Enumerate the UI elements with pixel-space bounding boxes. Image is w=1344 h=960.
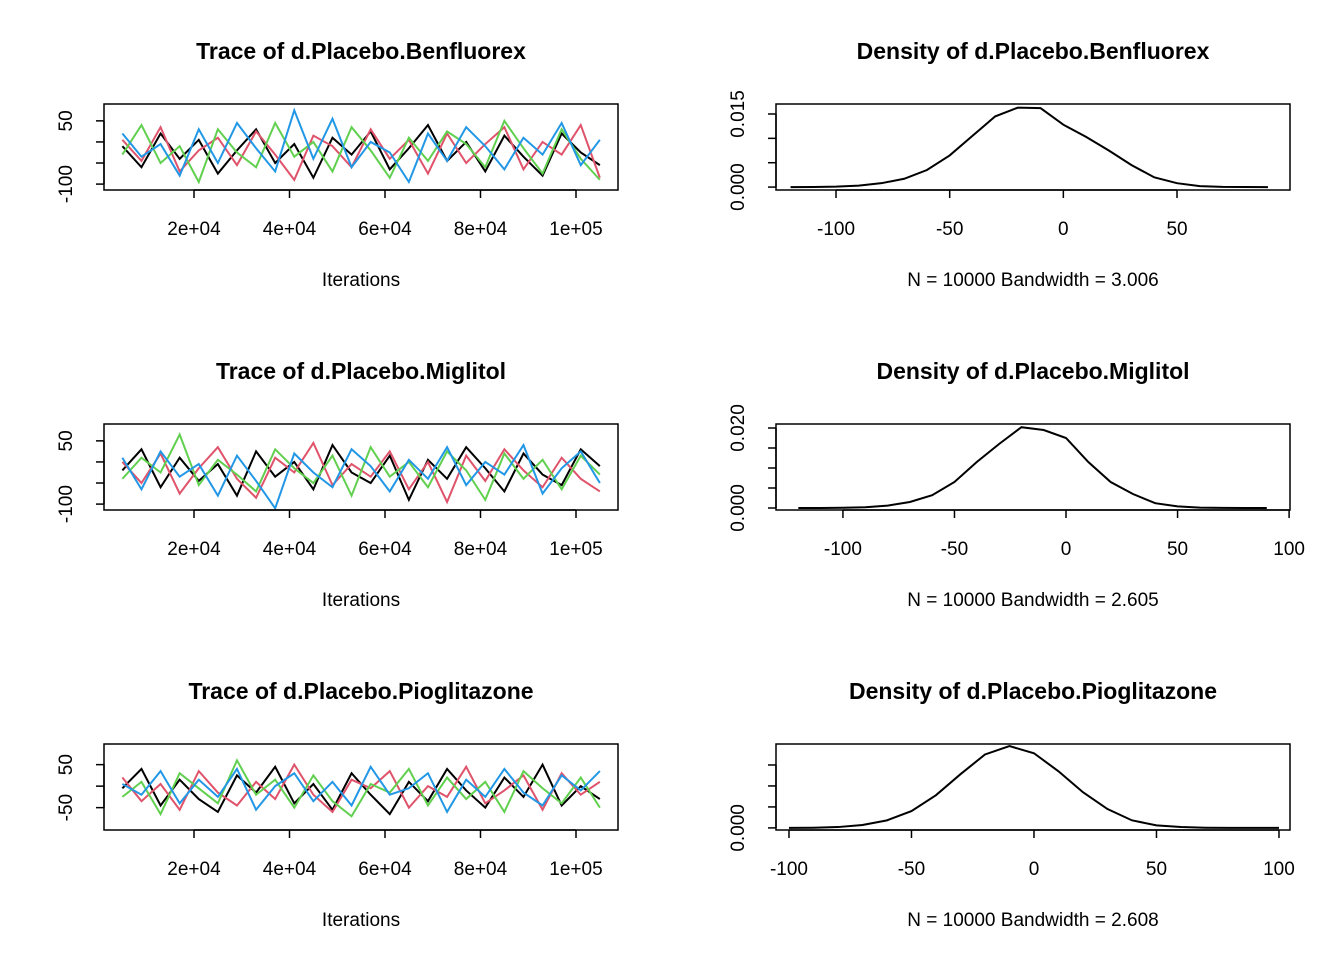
x-tick-label: 8e+04 (454, 539, 508, 560)
y-tick-label: 0.015 (728, 90, 749, 138)
x-tick-label: 1e+05 (549, 859, 602, 880)
x-axis-label: N = 10000 Bandwidth = 2.605 (907, 590, 1158, 611)
x-tick-label: 6e+04 (358, 859, 412, 880)
series-line (121, 123, 601, 180)
y-tick-label: 0.020 (728, 404, 749, 452)
x-tick-label: 0 (1058, 219, 1069, 240)
y-tick-label: 50 (56, 754, 77, 775)
x-tick-label: 1e+05 (549, 539, 602, 560)
x-tick-label: -50 (941, 539, 968, 560)
y-tick-label: 0.000 (728, 804, 749, 852)
y-tick-label: 50 (56, 110, 77, 131)
chart-title: Trace of d.Placebo.Benfluorex (196, 38, 526, 64)
x-tick-label: 100 (1273, 539, 1305, 560)
x-tick-label: 2e+04 (167, 539, 221, 560)
series-line (121, 764, 601, 815)
plot-box (775, 743, 1291, 831)
x-tick-label: 8e+04 (454, 219, 508, 240)
x-tick-label: 8e+04 (454, 859, 508, 880)
series-line (788, 745, 1279, 829)
series-line (121, 432, 601, 503)
x-tick-label: -100 (770, 859, 808, 880)
x-tick-label: 4e+04 (263, 539, 317, 560)
series-line (798, 426, 1267, 509)
series-line (121, 107, 601, 185)
x-tick-label: -100 (817, 219, 855, 240)
x-axis-label: Iterations (322, 270, 400, 291)
x-axis-label: Iterations (322, 590, 400, 611)
x-tick-label: 1e+05 (549, 219, 602, 240)
x-tick-label: 0 (1061, 539, 1072, 560)
plot-box (775, 103, 1291, 191)
x-tick-label: 4e+04 (263, 859, 317, 880)
x-tick-label: 4e+04 (263, 219, 317, 240)
x-axis-label: Iterations (322, 910, 400, 931)
y-tick-label: -50 (56, 794, 77, 821)
series-line (121, 762, 601, 816)
plot-box (775, 423, 1291, 511)
chart-title: Trace of d.Placebo.Miglitol (216, 358, 506, 384)
x-tick-label: -50 (898, 859, 925, 880)
series-line (790, 106, 1268, 189)
x-tick-label: 100 (1263, 859, 1295, 880)
x-tick-label: 0 (1029, 859, 1040, 880)
series-line (121, 758, 601, 818)
x-tick-label: 6e+04 (358, 219, 412, 240)
x-tick-label: 50 (1166, 219, 1187, 240)
y-tick-label: 0.000 (728, 484, 749, 532)
x-tick-label: 2e+04 (167, 859, 221, 880)
y-tick-label: 0.000 (728, 163, 749, 211)
x-tick-label: 6e+04 (358, 539, 412, 560)
y-tick-label: 50 (56, 430, 77, 451)
chart-title: Density of d.Placebo.Miglitol (876, 358, 1189, 384)
series-line (121, 122, 601, 182)
chart-title: Density of d.Placebo.Benfluorex (857, 38, 1210, 64)
series-line (121, 118, 601, 185)
x-axis-label: N = 10000 Bandwidth = 3.006 (907, 270, 1158, 291)
series-line (121, 443, 601, 503)
x-tick-label: 50 (1167, 539, 1188, 560)
x-tick-label: -50 (936, 219, 963, 240)
x-tick-label: -100 (824, 539, 862, 560)
x-tick-label: 50 (1146, 859, 1167, 880)
x-axis-label: N = 10000 Bandwidth = 2.608 (907, 910, 1158, 931)
y-tick-label: -100 (56, 165, 77, 203)
chart-title: Trace of d.Placebo.Pioglitazone (188, 678, 533, 704)
series-line (121, 442, 601, 511)
chart-title: Density of d.Placebo.Pioglitazone (849, 678, 1217, 704)
y-tick-label: -100 (56, 485, 77, 523)
x-tick-label: 2e+04 (167, 219, 221, 240)
